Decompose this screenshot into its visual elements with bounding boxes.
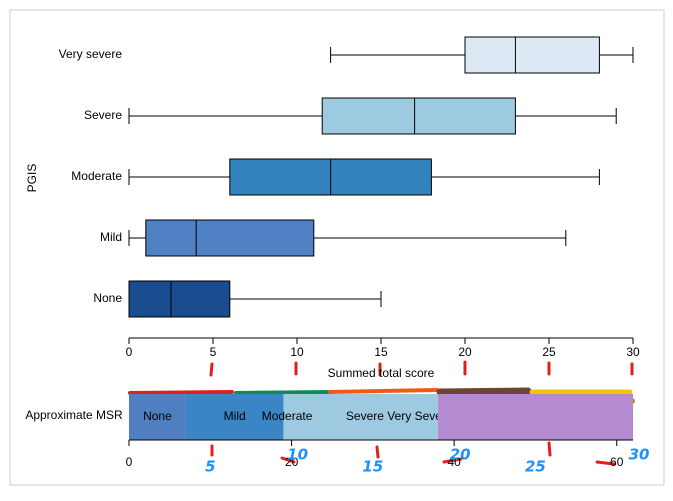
y-tick-label: Very severe xyxy=(59,47,123,61)
segment-label: Mild xyxy=(224,409,246,423)
x-axis-label: Summed total score xyxy=(328,366,435,380)
box xyxy=(145,219,315,257)
y-tick-label: Severe xyxy=(84,108,122,122)
segment xyxy=(185,394,284,440)
handwritten-label: 30 xyxy=(629,446,650,464)
x-tick-label: 5 xyxy=(210,345,217,359)
box xyxy=(128,280,231,318)
segment xyxy=(437,394,633,440)
x-tick-label: 40 xyxy=(447,455,461,469)
handwritten-label: 10 xyxy=(287,446,308,464)
x-tick-label: 15 xyxy=(374,345,388,359)
segment xyxy=(129,394,186,440)
handwritten-label: 5 xyxy=(205,458,215,476)
x-tick-label: 25 xyxy=(542,345,556,359)
handwritten-label: 15 xyxy=(362,458,383,476)
x-tick-label: 10 xyxy=(290,345,304,359)
y-axis-label: Approximate MSR xyxy=(25,408,123,422)
handwritten-label: 25 xyxy=(525,458,546,476)
x-tick-label: 0 xyxy=(126,455,133,469)
box xyxy=(464,36,600,74)
segment-label: None xyxy=(143,409,172,423)
handwritten-label: 20 xyxy=(450,446,471,464)
x-tick-label: 20 xyxy=(285,455,299,469)
segment xyxy=(283,394,438,440)
x-tick-label: 20 xyxy=(458,345,472,359)
y-tick-label: Mild xyxy=(100,230,122,244)
segment-label: Moderate xyxy=(262,409,313,423)
segment-label: Severe Very Severe xyxy=(346,409,453,423)
x-tick-label: 30 xyxy=(626,345,640,359)
y-axis-label: PGIS xyxy=(25,164,39,193)
y-tick-label: None xyxy=(93,291,122,305)
x-tick-label: 60 xyxy=(610,455,624,469)
x-tick-label: 0 xyxy=(126,345,133,359)
y-tick-label: Moderate xyxy=(71,169,122,183)
box xyxy=(321,97,516,135)
